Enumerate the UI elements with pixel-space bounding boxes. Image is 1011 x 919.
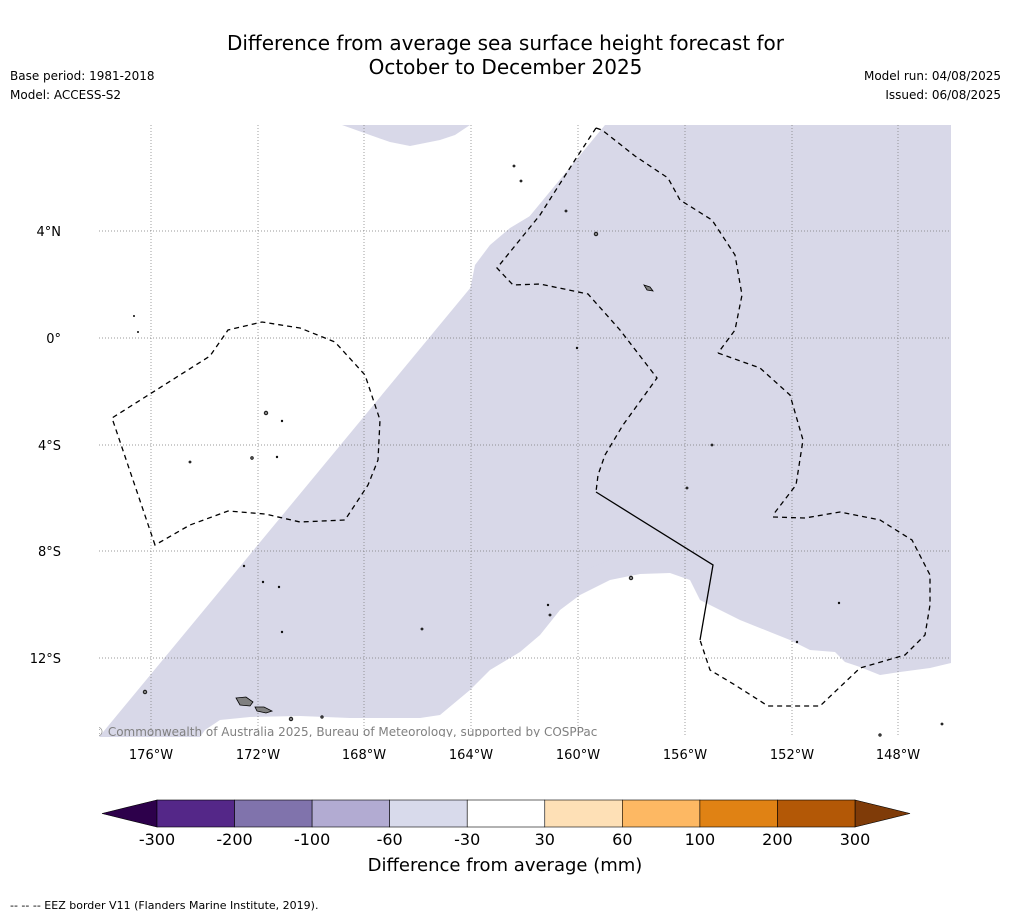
eez-border-line-islands-north [595, 127, 743, 354]
lon-tick-label: 172°W [236, 748, 280, 763]
island-dot [643, 284, 654, 292]
model-run-text: Model run: 04/08/2025 [863, 69, 1001, 83]
island-dot [548, 613, 552, 617]
eez-border-cook-polynesia [699, 511, 931, 707]
lon-tick-label: 176°W [129, 748, 173, 763]
colorbar-tick-label: 100 [685, 830, 716, 849]
island-dot [546, 603, 550, 607]
colorbar-tick-label: 200 [762, 830, 793, 849]
footnote-eez-source: -- -- -- EEZ border V11 (Flanders Marine… [10, 899, 319, 912]
colorbar-segment [311, 799, 390, 828]
island-dot [142, 689, 148, 695]
right-meta: Model run: 04/08/2025 Issued: 06/08/2025 [864, 67, 1001, 105]
eez-borders [111, 127, 931, 707]
anomaly-field-minus30-to-minus60 [99, 125, 951, 737]
colorbar-tick-label: -30 [454, 830, 480, 849]
longitude-tick-labels: 176°W 172°W 168°W 164°W 160°W 156°W 152°… [129, 748, 920, 763]
credit-text: © Commonwealth of Australia 2025, Bureau… [92, 725, 597, 739]
lon-tick-label: 156°W [663, 748, 707, 763]
island-dot [685, 486, 689, 490]
island-dot [519, 179, 523, 183]
island-dot [188, 460, 192, 464]
model-text: Model: ACCESS-S2 [10, 88, 122, 102]
island-dot [837, 601, 841, 605]
island-dot [280, 419, 284, 423]
colorbar-segment [466, 799, 546, 828]
island-dot [628, 575, 634, 581]
island-dot [132, 314, 135, 317]
title-line-2: October to December 2025 [368, 55, 643, 79]
island-dot [136, 330, 139, 333]
lon-tick-label: 164°W [449, 748, 493, 763]
eez-border-line-islands-south [717, 352, 804, 516]
island-samoa-upolu [254, 706, 274, 714]
island-dot [878, 733, 882, 737]
base-period-text: Base period: 1981-2018 [10, 69, 155, 83]
island-dot [242, 564, 246, 568]
colorbar-tick-label: -60 [377, 830, 403, 849]
lat-tick-label: 4°S [38, 439, 61, 454]
left-meta: Base period: 1981-2018 Model: ACCESS-S2 [10, 67, 155, 105]
colorbar-tick-label: 60 [612, 830, 632, 849]
colorbar-segment [234, 799, 313, 828]
title-line-1: Difference from average sea surface heig… [226, 31, 785, 55]
anomaly-region-west-tongue [382, 125, 951, 530]
colorbar-tick-label: 300 [840, 830, 871, 849]
chart-title: Difference from average sea surface heig… [0, 31, 1011, 79]
map-panel: © Commonwealth of Australia 2025, Bureau… [92, 125, 951, 739]
colorbar-extend-low [101, 799, 158, 828]
lat-tick-label: 0° [46, 332, 61, 347]
eez-border-solid-segment [595, 491, 714, 641]
island-dot [795, 640, 799, 644]
land-islands [92, 164, 944, 737]
island-dot [261, 580, 265, 584]
colorbar-tick-label: -200 [216, 830, 252, 849]
colorbar-segment [622, 799, 701, 828]
lat-tick-label: 12°S [30, 652, 61, 667]
island-dot [250, 456, 254, 460]
graticule [99, 125, 951, 737]
colorbar-segment [699, 799, 778, 828]
island-dot [710, 443, 714, 447]
island-samoa-savaii [235, 696, 254, 707]
issued-text: Issued: 06/08/2025 [885, 88, 1001, 102]
colorbar-segment [777, 799, 856, 828]
island-dot [564, 209, 568, 213]
colorbar-extend-high [854, 799, 911, 828]
eez-border-tokelau-phoenix [111, 321, 381, 546]
colorbar-label: Difference from average (mm) [368, 855, 643, 876]
island-dot [320, 715, 324, 719]
colorbar-segment [544, 799, 623, 828]
island-dot [263, 410, 269, 416]
island-dot [420, 627, 424, 631]
lat-tick-label: 4°N [37, 225, 62, 240]
lon-tick-label: 152°W [770, 748, 814, 763]
anomaly-region-north-blob [342, 125, 470, 146]
colorbar-segment [389, 799, 468, 828]
island-dot [940, 722, 944, 726]
lon-tick-label: 160°W [556, 748, 600, 763]
island-dot [575, 346, 579, 350]
lat-tick-label: 8°S [38, 545, 61, 560]
island-dot [512, 164, 516, 168]
lon-tick-label: 148°W [876, 748, 920, 763]
island-dot [280, 630, 284, 634]
island-dot [288, 716, 294, 722]
latitude-tick-labels: 4°N 0° 4°S 8°S 12°S [30, 225, 61, 667]
island-dot [275, 455, 279, 459]
island-dot [92, 716, 96, 720]
colorbar-segment [156, 799, 235, 828]
island-dot [277, 585, 281, 589]
colorbar: -300 -200 -100 -60 -30 30 60 100 200 300 Differen… [101, 799, 911, 876]
colorbar-tick-label: 30 [535, 830, 555, 849]
colorbar-tick-label: -300 [139, 830, 175, 849]
eez-border-line-islands-west [496, 127, 658, 493]
lon-tick-label: 168°W [342, 748, 386, 763]
island-dot [593, 231, 599, 237]
colorbar-tick-label: -100 [294, 830, 330, 849]
